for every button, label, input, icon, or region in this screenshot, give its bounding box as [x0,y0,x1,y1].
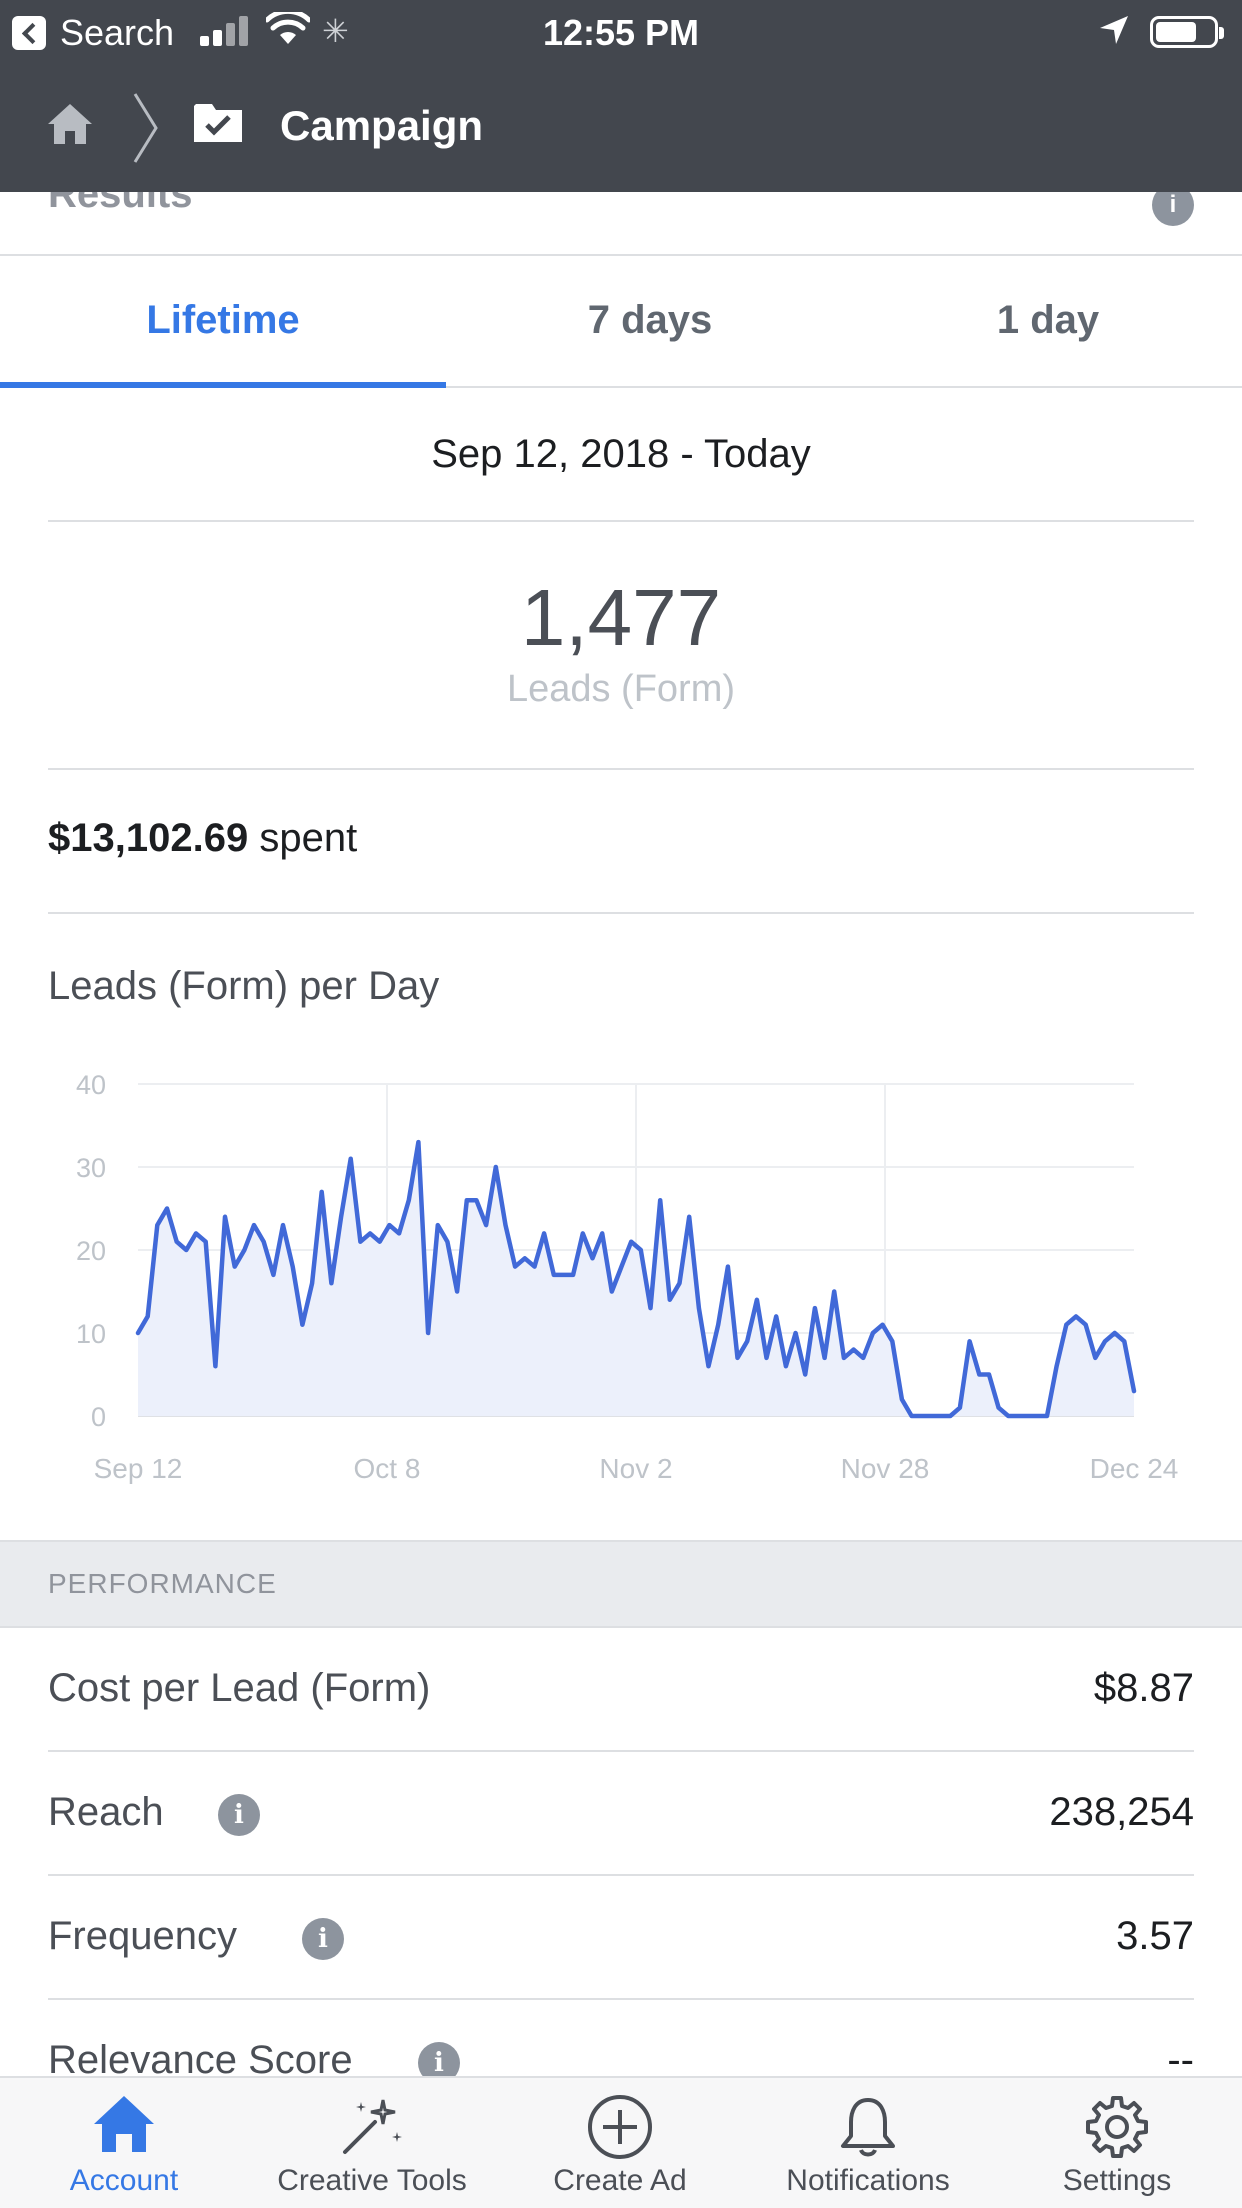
results-header: Results i [0,192,1242,256]
leads-per-day-chart: 0 10 20 30 40 Sep 12 Oct 8 Nov 2 Nov 28 Dec 24 [0,1050,1242,1510]
page-title: Campaign [280,102,484,149]
tabbar-item-create-ad[interactable]: Create Ad [496,2078,744,2208]
top-bar: Search ✳ 12:55 PM Campaign [0,0,1242,192]
bottom-tab-bar: Account Creative Tools Create Ad Notific… [0,2076,1242,2208]
amount-spent: $13,102.69 spent [48,816,357,861]
metric-row-frequency[interactable]: Frequency i 3.57 [48,1876,1194,2000]
chart-x-tick-label: Dec 24 [1090,1453,1179,1484]
bell-icon [841,2098,895,2157]
back-to-app-label[interactable]: Search [60,12,175,53]
chart-svg: 0 10 20 30 40 Sep 12 Oct 8 Nov 2 Nov 28 Dec 24 [76,1070,1179,1484]
chart-y-tick-label: 40 [76,1070,106,1100]
leads-total-label: Leads (Form) [506,668,736,710]
performance-section-header: PERFORMANCE [0,1540,1242,1628]
date-range-label: Sep 12, 2018 - Today [431,432,811,476]
divider [48,912,1194,914]
tabbar-item-account[interactable]: Account [0,2078,248,2208]
results-label: Results [48,192,193,216]
tabbar-label: Creative Tools [277,2164,467,2197]
metric-label: Reach [48,1790,164,1834]
tabbar-item-settings[interactable]: Settings [992,2078,1242,2208]
metric-label: Relevance Score [48,2038,353,2082]
divider [48,520,1194,522]
wifi-icon [266,12,310,44]
metric-value: 3.57 [1116,1914,1194,1958]
performance-header-label: PERFORMANCE [48,1568,277,1599]
activity-spinner-icon: ✳ [322,13,349,49]
divider [48,1998,1194,2000]
location-arrow-icon [1100,16,1128,44]
back-to-app-icon[interactable] [12,16,46,50]
amount-spent-value: $13,102.69 [48,816,249,860]
tabbar-label: Notifications [786,2164,950,2197]
divider [48,1750,1194,1752]
tabbar-item-notifications[interactable]: Notifications [744,2078,992,2208]
home-icon [94,2096,154,2152]
status-time: 12:55 PM [542,12,700,53]
battery-icon [1150,16,1224,48]
chart-x-tick-label: Sep 12 [94,1453,183,1484]
tabbar-item-creative-tools[interactable]: Creative Tools [248,2078,496,2208]
metric-value: 238,254 [1049,1790,1194,1834]
metric-value: -- [1167,2038,1194,2082]
plus-circle-icon [588,2095,652,2159]
chart-x-tick-label: Nov 2 [599,1453,672,1484]
metric-value: $8.87 [1093,1666,1194,1710]
metric-row-reach[interactable]: Reach i 238,254 [48,1752,1194,1876]
cellular-signal-icon [200,16,252,46]
metric-row-cost-per-lead[interactable]: Cost per Lead (Form) $8.87 [48,1628,1194,1752]
chart-series-line [135,1139,1137,1419]
metric-label: Frequency [48,1914,237,1958]
breadcrumb-chevron-icon [133,93,158,163]
reach-info-icon[interactable]: i [218,1794,260,1836]
gear-icon [1086,2096,1148,2158]
tab-7-days[interactable]: 7 days [587,298,713,342]
chart-y-tick-label: 0 [91,1402,106,1432]
date-range-tabs: Lifetime 7 days 1 day [0,256,1242,388]
home-icon[interactable] [46,102,94,146]
metric-label: Cost per Lead (Form) [48,1666,431,1710]
tab-lifetime[interactable]: Lifetime [0,256,446,388]
chart-x-tick-label: Oct 8 [354,1453,421,1484]
chart-title: Leads (Form) per Day [48,964,440,1008]
nav-bar: Campaign [0,62,1242,192]
chart-y-tick-label: 20 [76,1236,106,1266]
chart-y-tick-label: 30 [76,1153,106,1183]
chart-y-tick-label: 10 [76,1319,106,1349]
tabbar-label: Create Ad [553,2164,687,2197]
amount-spent-suffix: spent [259,816,358,860]
divider [48,1874,1194,1876]
campaign-folder-icon [194,104,242,142]
leads-total: 1,477 [520,573,722,662]
results-info-icon[interactable]: i [1152,192,1194,226]
status-bar: Search ✳ 12:55 PM [0,0,1242,62]
magic-wand-icon [343,2099,402,2154]
divider [48,768,1194,770]
chart-area-fill [138,1142,1134,1416]
tabbar-label: Settings [1062,2164,1172,2197]
tabbar-label: Account [69,2164,179,2197]
frequency-info-icon[interactable]: i [302,1918,344,1960]
tab-1-day[interactable]: 1 day [996,298,1100,342]
chart-x-tick-label: Nov 28 [841,1453,930,1484]
